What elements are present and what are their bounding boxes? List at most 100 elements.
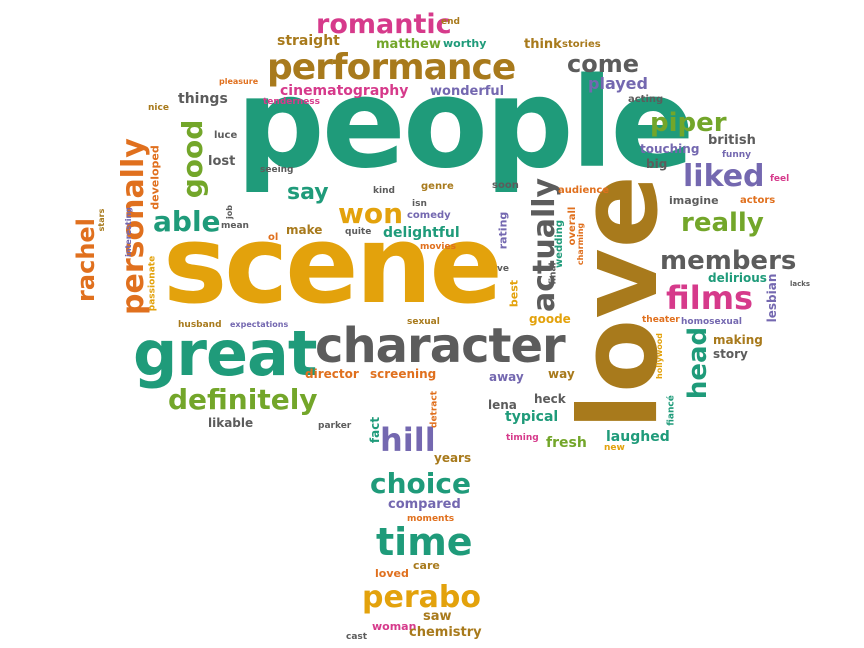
word-years: years xyxy=(434,451,472,465)
word-pleasure: pleasure xyxy=(219,77,259,86)
word-typical: typical xyxy=(505,409,559,425)
word-fact: fact xyxy=(368,416,382,444)
word-cinematography: cinematography xyxy=(280,83,409,99)
word-choice: choice xyxy=(370,467,471,500)
word-charming: charming xyxy=(576,222,585,266)
word-acting: acting xyxy=(628,94,664,105)
word-feel: feel xyxy=(770,174,790,184)
word-kind: kind xyxy=(373,186,395,196)
word-scene: scene xyxy=(163,203,503,328)
word-detract: detract xyxy=(429,391,440,428)
word-parker: parker xyxy=(318,421,352,431)
word-great: great xyxy=(133,317,317,390)
word-screening: screening xyxy=(370,367,437,381)
word-head: head xyxy=(683,326,713,400)
word-way: way xyxy=(548,367,575,381)
word-saw: saw xyxy=(423,609,452,624)
word-audience: audience xyxy=(558,185,610,196)
word-romantic: romantic xyxy=(316,9,452,40)
word-funny: funny xyxy=(722,150,752,160)
word-comedy: comedy xyxy=(407,210,451,221)
word-wonderful: wonderful xyxy=(430,84,505,99)
word-played: played xyxy=(588,74,648,93)
word-hill: hill xyxy=(380,421,436,459)
word-time: time xyxy=(376,520,473,564)
word-piper: piper xyxy=(650,108,727,138)
word-isn: isn xyxy=(412,199,427,209)
word-laughed: laughed xyxy=(606,429,670,445)
word-people: people xyxy=(236,52,694,196)
word-husband: husband xyxy=(178,320,222,330)
word-good: good xyxy=(176,119,209,199)
word-heck: heck xyxy=(534,392,566,406)
word-nice: nice xyxy=(148,103,169,113)
word-fiance: fiancé xyxy=(666,395,677,426)
word-moments: moments xyxy=(407,514,455,524)
word-cast: cast xyxy=(346,632,368,642)
word-delightful: delightful xyxy=(383,225,460,241)
word-things: things xyxy=(178,91,228,107)
word-homosexual: homosexual xyxy=(681,317,742,327)
word-likable: likable xyxy=(208,416,254,430)
word-character: character xyxy=(315,318,566,374)
word-chemistry: chemistry xyxy=(409,625,482,640)
word-stars: stars xyxy=(97,208,106,232)
word-think: think xyxy=(524,37,562,52)
word-say: say xyxy=(287,180,329,205)
word-wedding: wedding xyxy=(554,219,565,269)
word-imagine: imagine xyxy=(669,194,719,207)
word-come: come xyxy=(567,50,639,78)
word-lacks: lacks xyxy=(790,280,811,288)
word-straight: straight xyxy=(277,33,340,49)
word-genre: genre xyxy=(421,181,454,192)
word-hollywood: hollywood xyxy=(655,333,664,379)
word-new: new xyxy=(604,443,625,453)
word-delirious: delirious xyxy=(708,271,767,285)
word-lesbian: lesbian xyxy=(765,273,779,323)
word-definitely: definitely xyxy=(168,383,318,416)
word-british: british xyxy=(708,133,756,148)
word-care: care xyxy=(413,559,440,572)
word-rating: rating xyxy=(496,211,510,250)
word-lena: lena xyxy=(488,398,517,412)
word-story: story xyxy=(713,347,748,361)
word-developed: developed xyxy=(148,145,162,210)
word-make: make xyxy=(286,223,323,237)
word-movies: movies xyxy=(420,242,456,252)
word-end: end xyxy=(441,17,460,27)
word-timing: timing xyxy=(506,433,539,443)
word-won: won xyxy=(338,197,404,230)
word-really: really xyxy=(681,208,764,238)
word-passionate: passionate xyxy=(147,255,158,312)
word-compared: compared xyxy=(388,497,461,512)
word-ve: ve xyxy=(497,264,509,274)
word-seeing: seeing xyxy=(260,165,294,175)
word-director: director xyxy=(305,367,359,381)
word-soon: soon xyxy=(492,180,519,191)
word-sexual: sexual xyxy=(407,317,440,327)
word-quite: quite xyxy=(345,227,372,237)
word-luce: luce xyxy=(214,130,238,141)
word-performance: performance xyxy=(267,47,516,88)
word-mean: mean xyxy=(221,221,249,231)
word-members: members xyxy=(660,246,797,276)
word-expectations: expectations xyxy=(230,320,289,329)
word-theater: theater xyxy=(642,315,680,325)
word-ol: ol xyxy=(268,232,279,243)
word-liked: liked xyxy=(683,159,765,194)
word-loved: loved xyxy=(375,567,409,580)
word-able: able xyxy=(153,205,221,238)
word-worthy: worthy xyxy=(443,37,487,50)
word-interesting: interesting xyxy=(124,207,133,257)
word-rachel: rachel xyxy=(72,218,100,302)
word-big: big xyxy=(646,157,668,171)
word-fresh: fresh xyxy=(546,435,587,451)
word-perabo: perabo xyxy=(362,580,481,615)
word-stories: stories xyxy=(562,39,601,50)
word-woman: woman xyxy=(372,620,417,633)
word-films: films xyxy=(666,279,754,317)
word-actors: actors xyxy=(740,195,776,206)
word-best: best xyxy=(507,279,521,308)
word-touching: touching xyxy=(640,142,700,156)
